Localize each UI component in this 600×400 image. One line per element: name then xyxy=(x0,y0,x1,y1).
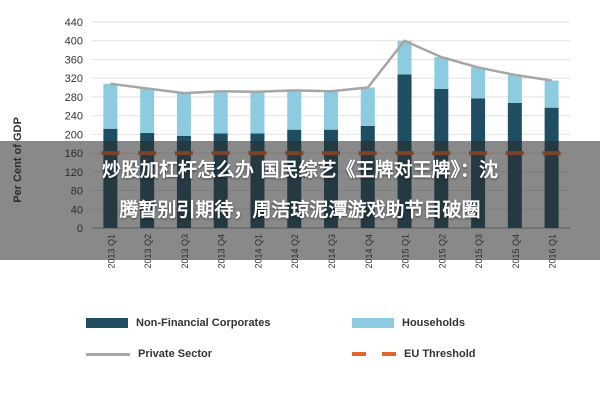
bar-households xyxy=(103,83,118,129)
headline-line-1: 炒股加杠杆怎么办 国民综艺《王牌对王牌》：沈 xyxy=(101,159,499,181)
bar-households xyxy=(176,93,191,136)
legend-swatch-eu-threshold xyxy=(352,352,396,356)
y-tick-label: 400 xyxy=(65,36,83,48)
y-tick-label: 320 xyxy=(65,73,83,85)
legend-label-households: Households xyxy=(402,317,465,329)
headline-line-2: 腾暂别引期待，周洁琼泥潭游戏助节目破圈 xyxy=(119,199,481,221)
bar-households xyxy=(544,80,559,108)
bar-households xyxy=(507,74,522,103)
legend-item-private-sector: Private Sector xyxy=(86,348,212,360)
bar-households xyxy=(140,88,155,133)
line-private-sector xyxy=(110,39,552,95)
news-overlay-band xyxy=(0,141,600,260)
bar-households xyxy=(360,87,375,126)
legend-item-households: Households xyxy=(352,317,465,329)
bar-households xyxy=(250,91,265,134)
bar-households xyxy=(287,90,302,130)
legend-swatch-households xyxy=(352,318,394,328)
legend-swatch-non-financial-corporates xyxy=(86,318,128,328)
bar-households xyxy=(471,67,486,99)
y-tick-label: 440 xyxy=(65,17,83,29)
y-tick-label: 200 xyxy=(65,129,83,141)
y-tick-label: 280 xyxy=(65,92,83,104)
bar-households xyxy=(324,91,338,130)
bar-households xyxy=(397,40,412,75)
legend-item-eu-threshold: EU Threshold xyxy=(352,348,476,360)
news-overlay-headline[interactable]: 炒股加杠杆怎么办 国民综艺《王牌对王牌》：沈 腾暂别引期待，周洁琼泥潭游戏助节目… xyxy=(14,150,586,230)
y-tick-label: 240 xyxy=(65,111,83,123)
y-tick-label: 360 xyxy=(65,54,83,66)
legend-item-non-financial-corporates: Non-Financial Corporates xyxy=(86,317,270,329)
bar-households xyxy=(434,57,449,89)
bar-households xyxy=(213,91,228,134)
legend-label-eu-threshold: EU Threshold xyxy=(404,348,476,360)
chart-legend: Non-Financial Corporates Households Priv… xyxy=(0,300,600,400)
legend-label-private-sector: Private Sector xyxy=(138,348,212,360)
legend-swatch-private-sector xyxy=(86,352,130,356)
legend-label-non-financial-corporates: Non-Financial Corporates xyxy=(136,317,271,329)
